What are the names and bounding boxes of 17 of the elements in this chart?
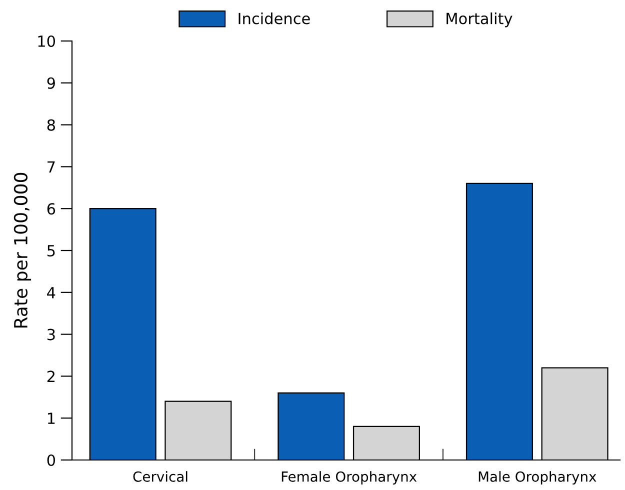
y-tick-label: 4 xyxy=(47,287,56,298)
y-tick-label: 3 xyxy=(47,328,55,340)
y-tick-label: 1 xyxy=(48,412,55,424)
y-axis-title: Rate per 100,000 xyxy=(14,172,32,328)
y-tick-label: 9 xyxy=(47,77,55,89)
y-tick-label: 8 xyxy=(47,119,55,131)
y-tick-label: 5 xyxy=(47,245,55,257)
y-tick-label: 7 xyxy=(48,161,55,173)
x-tick-label: Cervical xyxy=(133,471,188,482)
y-tick-label: 10 xyxy=(38,35,56,48)
legend-label: Incidence xyxy=(238,12,310,24)
x-tick-label: Female Oropharynx xyxy=(282,471,417,485)
x-tick-label: Male Oropharynx xyxy=(478,471,596,485)
y-tick-label: 6 xyxy=(47,203,56,215)
legend-label: Mortality xyxy=(446,12,512,28)
y-tick-label: 0 xyxy=(47,454,56,466)
y-tick-label: 2 xyxy=(47,370,54,382)
